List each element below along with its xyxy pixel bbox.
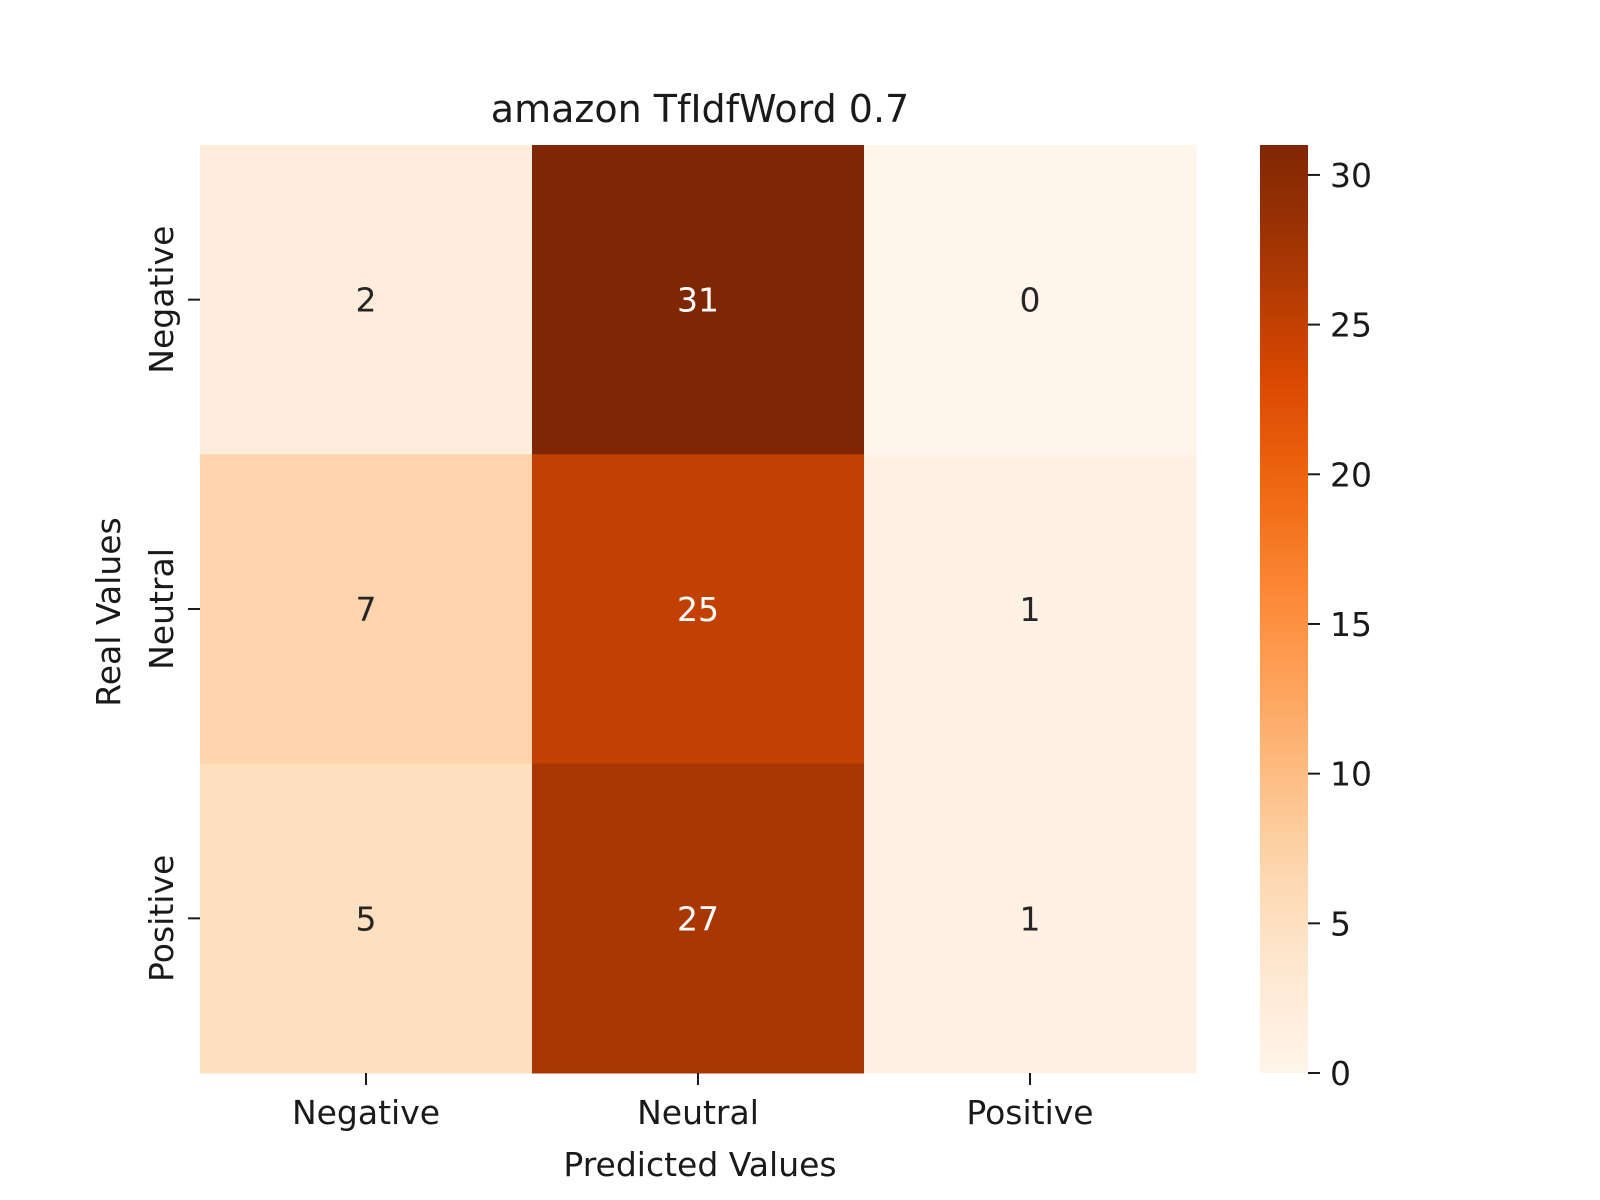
cell-value-label: 1 bbox=[1020, 899, 1041, 938]
cell-value-label: 1 bbox=[1020, 590, 1041, 629]
colorbar-tick-label: 5 bbox=[1330, 904, 1351, 943]
colorbar-gradient bbox=[1260, 145, 1308, 1073]
heatmap-cell bbox=[532, 763, 865, 1074]
y-axis: Negative Neutral Positive bbox=[142, 226, 200, 982]
cell-value-label: 25 bbox=[677, 590, 719, 629]
x-axis-label: Predicted Values bbox=[563, 1145, 836, 1184]
cell-value-label: 7 bbox=[356, 590, 377, 629]
heatmap-cell bbox=[200, 454, 533, 765]
heatmap-cells bbox=[200, 145, 1197, 1074]
cell-value-label: 31 bbox=[677, 281, 719, 320]
colorbar-tick-label: 0 bbox=[1330, 1054, 1351, 1093]
x-tick-label: Neutral bbox=[637, 1093, 759, 1132]
y-tick-label: Neutral bbox=[142, 548, 181, 670]
heatmap-cell bbox=[200, 145, 533, 455]
x-tick-label: Positive bbox=[966, 1093, 1093, 1132]
cell-value-label: 5 bbox=[356, 899, 377, 938]
colorbar-tick-label: 20 bbox=[1330, 455, 1372, 494]
cell-value-label: 0 bbox=[1020, 281, 1041, 320]
colorbar-tick-label: 30 bbox=[1330, 156, 1372, 195]
heatmap-cell bbox=[864, 145, 1197, 455]
x-tick-label: Negative bbox=[292, 1093, 440, 1132]
colorbar-tick-label: 10 bbox=[1330, 755, 1372, 794]
heatmap-cell bbox=[200, 763, 533, 1074]
x-axis: Negative Neutral Positive bbox=[292, 1073, 1094, 1132]
heatmap-cell-labels: 2 31 0 7 25 1 5 27 1 bbox=[356, 281, 1041, 939]
heatmap-cell bbox=[864, 454, 1197, 765]
colorbar-tick-label: 15 bbox=[1330, 605, 1372, 644]
colorbar-tick-label: 25 bbox=[1330, 306, 1372, 345]
y-tick-label: Positive bbox=[142, 855, 181, 982]
cell-value-label: 2 bbox=[356, 281, 377, 320]
chart-title: amazon TfIdfWord 0.7 bbox=[491, 87, 909, 131]
heatmap-cell bbox=[532, 454, 865, 765]
colorbar: 0 5 10 15 20 25 30 bbox=[1260, 145, 1372, 1093]
heatmap-cell bbox=[864, 763, 1197, 1074]
y-axis-label: Real Values bbox=[89, 517, 128, 706]
y-tick-label: Negative bbox=[142, 226, 181, 374]
heatmap-cell bbox=[532, 145, 865, 455]
cell-value-label: 27 bbox=[677, 899, 719, 938]
